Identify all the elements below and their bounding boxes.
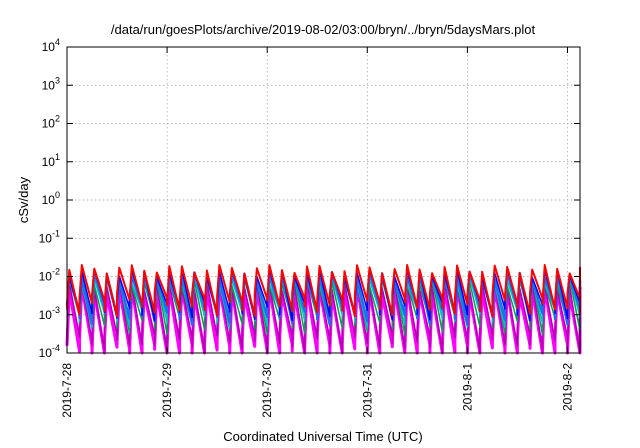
x-axis: 2019-7-28 2019-7-29 2019-7-30 2019-7-31 2019… [60,47,574,418]
x-tick-label: 2019-8-1 [460,363,474,411]
y-tick-label: 10-3 [39,305,60,322]
y-tick-label: 10-4 [39,343,60,360]
x-axis-label: Coordinated Universal Time (UTC) [223,429,422,444]
y-tick-label: 100 [42,190,60,207]
y-axis: 10-4 10-3 10-2 10-1 100 101 102 103 104 [39,37,580,360]
x-tick-label: 2019-8-2 [560,363,574,411]
y-tick-label: 102 [42,114,60,131]
y-axis-label: cSv/day [16,176,31,223]
y-tick-label: 101 [42,152,60,169]
y-tick-label: 104 [42,37,60,54]
y-tick-label: 103 [42,75,60,92]
grid [67,47,580,353]
chart-title: /data/run/goesPlots/archive/2019-08-02/0… [111,22,536,37]
series-line [66,281,581,354]
x-tick-label: 2019-7-30 [260,363,274,418]
x-tick-label: 2019-7-31 [360,363,374,418]
x-tick-label: 2019-7-29 [160,363,174,418]
y-tick-label: 10-1 [39,228,60,245]
x-tick-label: 2019-7-28 [60,363,74,418]
series-group [65,264,582,355]
series-line [65,284,582,355]
y-tick-label: 10-2 [39,267,60,284]
series-line [66,264,581,318]
